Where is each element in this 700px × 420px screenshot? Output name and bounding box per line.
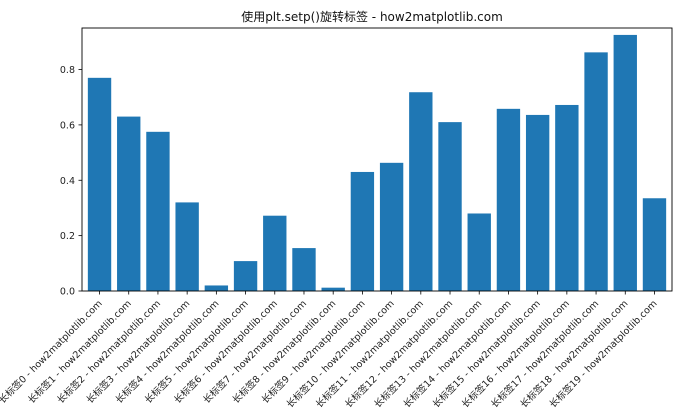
plot-frame bbox=[81, 27, 673, 292]
y-tick-label-3: 0.6 bbox=[60, 120, 75, 131]
x-tick-label-2: 长标签2 - how2matplotlib.com bbox=[55, 298, 163, 406]
y-tick-label-1: 0.2 bbox=[60, 231, 75, 242]
x-tick-label-1: 长标签1 - how2matplotlib.com bbox=[25, 298, 133, 406]
bar-7 bbox=[292, 248, 316, 291]
x-tick-label-4: 长标签4 - how2matplotlib.com bbox=[113, 298, 221, 406]
y-axis: 0.0 0.2 0.4 0.6 0.8 bbox=[60, 65, 82, 298]
bar-0 bbox=[87, 77, 112, 292]
bar-4 bbox=[204, 285, 229, 291]
x-tick-label-16: 长标签16 - how2matplotlib.com bbox=[459, 298, 572, 411]
x-tick-label-6: 长标签6 - how2matplotlib.com bbox=[171, 298, 279, 406]
x-tick-label-15: 长标签15 - how2matplotlib.com bbox=[430, 298, 543, 411]
x-tick-label-5: 长标签5 - how2matplotlib.com bbox=[142, 298, 250, 406]
x-tick-label-12: 长标签12 - how2matplotlib.com bbox=[342, 298, 455, 411]
bar-19 bbox=[642, 198, 667, 291]
x-tick-label-11: 长标签11 - how2matplotlib.com bbox=[313, 298, 426, 411]
x-tick-label-17: 长标签17 - how2matplotlib.com bbox=[489, 298, 602, 411]
bar-10 bbox=[379, 162, 404, 291]
bar-2 bbox=[146, 131, 170, 291]
x-tick-label-14: 长标签14 - how2matplotlib.com bbox=[401, 298, 514, 411]
x-tick-label-19: 长标签19 - how2matplotlib.com bbox=[547, 298, 660, 411]
bar-16 bbox=[555, 104, 579, 292]
chart-title: 使用plt.setp()旋转标签 - how2matplotlib.com bbox=[241, 9, 503, 24]
x-tick-label-18: 长标签18 - how2matplotlib.com bbox=[518, 298, 631, 411]
bar-18 bbox=[613, 34, 637, 291]
bars-group bbox=[87, 34, 667, 292]
y-tick-label-2: 0.4 bbox=[60, 176, 75, 187]
x-tick-label-9: 长标签9 - how2matplotlib.com bbox=[259, 298, 367, 406]
y-tick-label-4: 0.8 bbox=[60, 65, 75, 76]
x-tick-label-0: 长标签0 - how2matplotlib.com bbox=[0, 298, 105, 406]
bar-15 bbox=[525, 114, 550, 291]
x-tick-label-13: 长标签13 - how2matplotlib.com bbox=[372, 298, 485, 411]
bar-3 bbox=[175, 202, 199, 291]
x-tick-label-10: 长标签10 - how2matplotlib.com bbox=[284, 298, 397, 411]
bar-6 bbox=[263, 215, 287, 291]
x-tick-label-3: 长标签3 - how2matplotlib.com bbox=[84, 298, 192, 406]
bar-11 bbox=[409, 92, 433, 291]
bar-9 bbox=[350, 171, 375, 291]
y-tick-label-0: 0.0 bbox=[60, 287, 75, 298]
x-tick-label-8: 长标签8 - how2matplotlib.com bbox=[230, 298, 338, 406]
bar-13 bbox=[467, 213, 491, 291]
x-tick-label-7: 长标签7 - how2matplotlib.com bbox=[201, 298, 309, 406]
bar-1 bbox=[117, 116, 141, 291]
bar-12 bbox=[438, 122, 462, 291]
bar-14 bbox=[496, 108, 521, 292]
bar-17 bbox=[584, 52, 608, 291]
bar-8 bbox=[321, 287, 345, 291]
bar-5 bbox=[233, 261, 258, 291]
